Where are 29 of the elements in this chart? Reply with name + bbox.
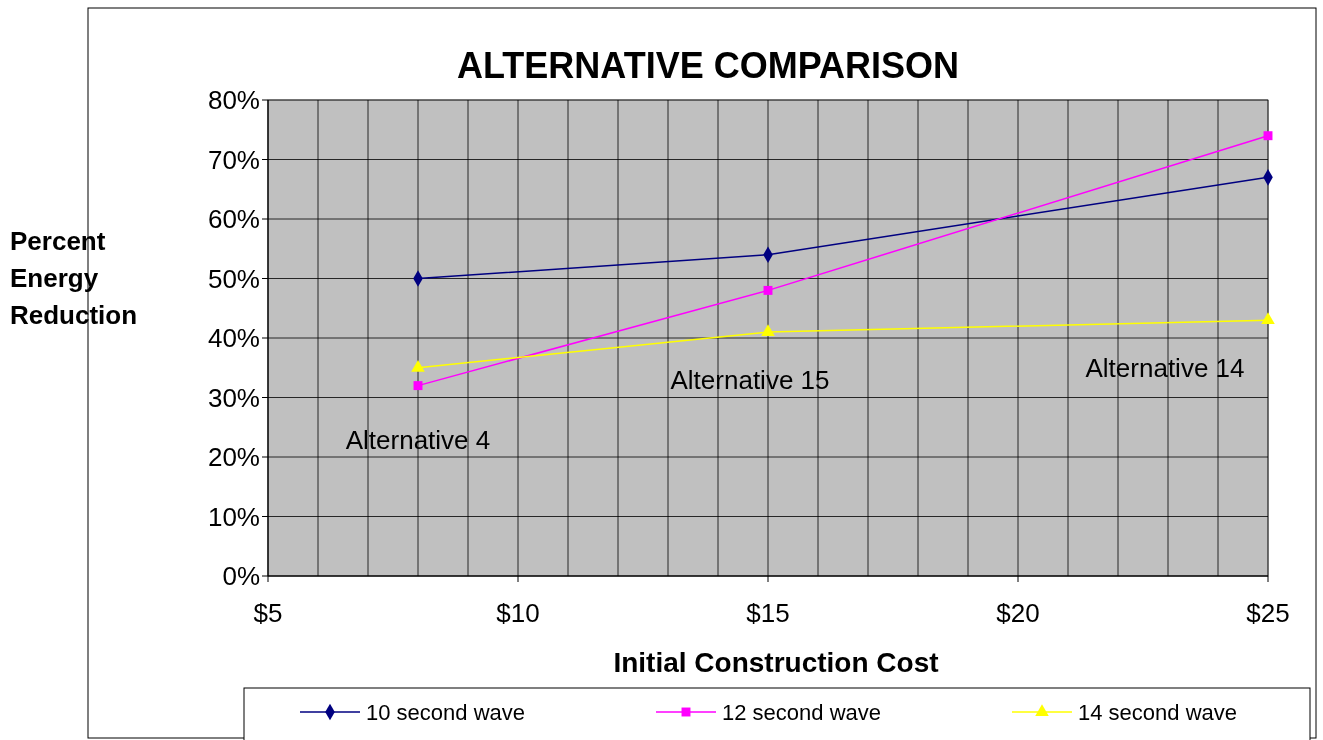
point	[763, 285, 773, 295]
y-axis-title: Percent Energy Reduction	[10, 226, 138, 330]
annotation: Alternative 14	[1085, 353, 1245, 384]
legend-label: 12 second wave	[722, 699, 881, 725]
y-tick-label: 30%	[207, 382, 260, 413]
y-tick-label: 50%	[207, 263, 260, 294]
point	[1261, 312, 1275, 325]
annotation: Alternative 4	[345, 425, 491, 456]
y-tick-label: 70%	[207, 144, 260, 175]
y-tick-label: 20%	[207, 442, 260, 473]
y-tick-label: 10%	[207, 501, 260, 532]
point	[1263, 131, 1273, 141]
point	[761, 324, 775, 336]
chart-title: ALTERNATIVE COMPARISON	[457, 45, 959, 86]
x-tick-label: $5	[253, 598, 283, 628]
y-tick-label: 60%	[207, 204, 260, 235]
y-tick-label: 40%	[207, 323, 260, 354]
point	[413, 381, 423, 391]
legend-label: 14 second wave	[1078, 699, 1237, 725]
x-axis-title: Initial Construction Cost	[613, 647, 939, 678]
point	[411, 359, 425, 372]
annotation: Alternative 15	[670, 365, 830, 396]
x-tick-label: $10	[496, 598, 540, 628]
y-tick-label: 0%	[222, 561, 260, 592]
x-tick-label: $20	[996, 598, 1040, 628]
x-tick-label: $25	[1246, 598, 1290, 628]
legend-label: 10 second wave	[366, 699, 525, 725]
x-tick-label: $15	[746, 598, 790, 628]
y-tick-label: 80%	[207, 85, 260, 116]
